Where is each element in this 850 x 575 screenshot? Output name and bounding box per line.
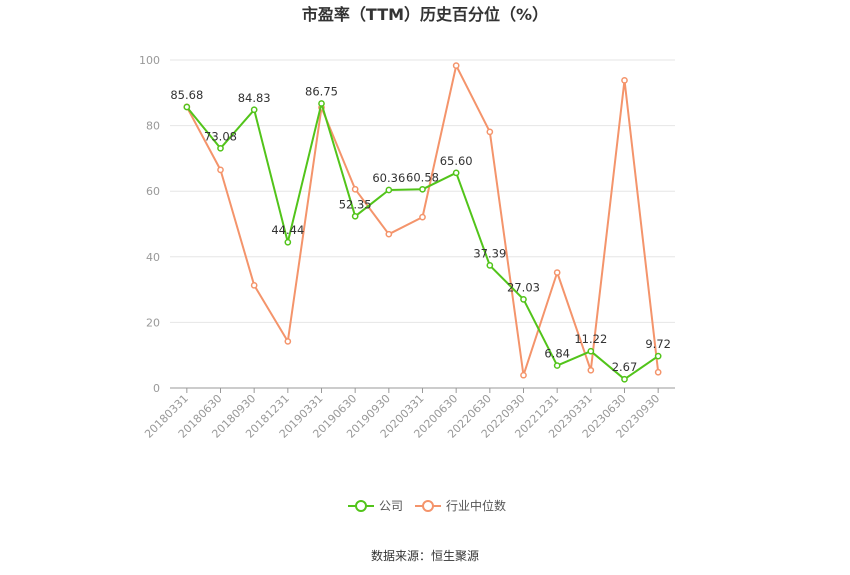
data-point xyxy=(183,103,191,111)
y-tick-label: 20 xyxy=(146,316,160,329)
data-point xyxy=(318,100,325,107)
data-point xyxy=(217,166,224,174)
y-tick-label: 40 xyxy=(146,251,160,264)
data-point xyxy=(654,368,662,376)
data-label: 27.03 xyxy=(507,280,540,294)
data-point xyxy=(621,375,628,383)
data-point xyxy=(351,212,359,220)
data-point xyxy=(250,281,258,289)
data-point xyxy=(452,62,460,69)
data-point xyxy=(351,185,359,193)
data-point xyxy=(553,362,561,369)
data-point xyxy=(452,169,460,177)
legend-label: 公司 xyxy=(379,499,403,513)
data-label: 73.08 xyxy=(204,129,237,143)
data-label: 37.39 xyxy=(473,246,506,260)
legend-item[interactable]: 行业中位数 xyxy=(415,498,506,513)
data-label: 86.75 xyxy=(305,84,338,98)
data-label: 2.67 xyxy=(612,360,638,374)
data-point xyxy=(621,76,628,84)
data-label: 52.35 xyxy=(339,197,372,211)
data-label: 84.83 xyxy=(238,91,271,105)
source-note: 数据来源：恒生聚源 xyxy=(371,548,479,563)
data-point xyxy=(654,352,662,360)
data-point xyxy=(520,295,527,303)
data-label: 6.84 xyxy=(544,347,570,361)
y-tick-label: 0 xyxy=(153,382,160,395)
legend-item[interactable]: 公司 xyxy=(348,499,403,513)
legend-marker-icon xyxy=(422,500,434,512)
legend-label: 行业中位数 xyxy=(446,498,506,513)
data-point xyxy=(486,128,494,136)
series-layer xyxy=(183,62,662,383)
data-point xyxy=(419,185,426,193)
data-label: 65.60 xyxy=(440,154,473,168)
data-point xyxy=(217,144,224,152)
data-label: 85.68 xyxy=(170,88,203,102)
data-label: 11.22 xyxy=(574,332,607,346)
data-point xyxy=(520,371,527,379)
y-tick-label: 100 xyxy=(139,54,160,67)
data-label: 9.72 xyxy=(645,337,671,351)
data-point xyxy=(385,230,393,238)
data-point xyxy=(553,269,561,276)
data-label: 44.44 xyxy=(271,223,304,237)
legend-marker-icon xyxy=(355,500,367,512)
data-point xyxy=(587,347,595,355)
data-label: 60.58 xyxy=(406,170,439,184)
y-axis: 0 20 40 60 80 100 xyxy=(139,54,160,395)
data-point xyxy=(587,366,595,374)
data-point xyxy=(284,338,292,345)
y-tick-label: 60 xyxy=(146,185,160,198)
legend: 公司 行业中位数 xyxy=(348,498,506,513)
y-tick-label: 80 xyxy=(146,120,160,133)
data-point xyxy=(250,106,258,114)
data-point xyxy=(385,186,393,194)
data-point xyxy=(419,213,426,221)
data-point xyxy=(486,262,494,269)
data-label: 60.36 xyxy=(372,171,405,185)
chart-title: 市盈率（TTM）历史百分位（%） xyxy=(302,5,548,24)
data-point xyxy=(284,238,292,246)
x-axis: 2018033120180630201809302018123120190331… xyxy=(142,387,675,441)
